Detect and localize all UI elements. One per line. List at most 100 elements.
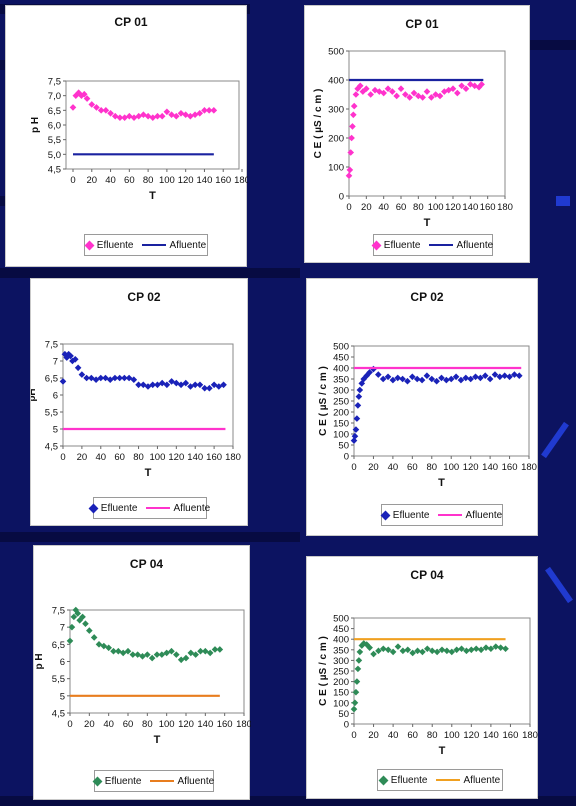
- y-tick-label: 5,5: [52, 674, 65, 685]
- data-point-efluente: [354, 665, 362, 673]
- y-tick-label: 50: [338, 441, 349, 452]
- data-point-efluente: [102, 107, 110, 114]
- x-tick-label: 60: [123, 719, 134, 730]
- data-point-efluente: [355, 393, 363, 400]
- background-accent: [541, 421, 569, 459]
- data-point-efluente: [445, 86, 452, 94]
- y-tick-label: 4,5: [48, 165, 61, 176]
- y-axis-label: C E ( µS / c m ): [318, 636, 329, 706]
- x-tick-label: 120: [168, 452, 184, 463]
- data-point-efluente: [59, 378, 67, 385]
- y-tick-label: 7,0: [48, 91, 61, 102]
- data-point-efluente: [216, 646, 224, 653]
- x-tick-label: 140: [462, 202, 478, 213]
- data-point-efluente: [410, 89, 418, 97]
- x-tick-label: 180: [522, 730, 538, 741]
- data-point-efluente: [477, 646, 485, 654]
- x-tick-label: 160: [480, 202, 496, 213]
- data-point-efluente: [168, 378, 175, 385]
- data-point-efluente: [478, 81, 485, 88]
- x-tick-label: 180: [225, 452, 241, 463]
- x-axis-label: T: [438, 477, 445, 489]
- data-point-efluente: [443, 647, 451, 655]
- data-point-efluente: [477, 374, 484, 382]
- chart-panel-cp01-ph: CP 01 4,5 5,0 5,5 6,0 6,5 7,0 7,5 0 20 40 60 80 100 12…: [5, 5, 248, 267]
- y-tick-label: 200: [328, 134, 344, 145]
- data-point-efluente: [375, 647, 382, 655]
- data-point-efluente: [206, 649, 214, 657]
- x-tick-label: 40: [105, 175, 116, 186]
- diamond-marker-icon: [380, 510, 391, 520]
- x-axis-label: T: [149, 190, 156, 202]
- line-marker-icon: [437, 514, 462, 516]
- data-point-efluente: [491, 371, 499, 378]
- x-tick-label: 160: [215, 175, 231, 186]
- data-point-efluente: [196, 381, 204, 389]
- data-point-efluente: [360, 640, 368, 647]
- chart-title: CP 01: [405, 17, 438, 31]
- background-stripe: [0, 796, 576, 806]
- x-tick-label: 140: [197, 175, 213, 186]
- data-point-efluente: [105, 644, 112, 652]
- y-tick-label: 300: [328, 105, 344, 116]
- data-point-efluente: [86, 627, 93, 634]
- data-point-efluente: [404, 646, 412, 654]
- data-point-efluente: [88, 101, 96, 108]
- data-point-efluente: [97, 374, 105, 382]
- x-tick-label: 40: [388, 462, 399, 473]
- data-point-efluente: [350, 111, 357, 119]
- y-tick-label: 5,5: [45, 408, 58, 419]
- data-point-efluente: [348, 134, 355, 142]
- y-tick-label: 6,5: [52, 640, 65, 651]
- x-tick-label: 20: [368, 730, 379, 741]
- chart-panel-cp02-ce: CP 02 0 50 100 150 200 250 300 350 400 450 500 0 20 40…: [306, 278, 538, 536]
- chart-cp01-ph: CP 01 4,5 5,0 5,5 6,0 6,5 7,0 7,5 0 20 40 60 80 100 12…: [30, 15, 248, 202]
- legend-label: Afluente: [456, 239, 494, 251]
- data-point-efluente: [163, 108, 171, 116]
- x-tick-label: 120: [463, 462, 479, 473]
- y-tick-label: 7: [60, 623, 65, 634]
- x-tick-label: 160: [206, 452, 222, 463]
- data-point-efluente: [443, 376, 450, 384]
- data-point-efluente: [472, 645, 480, 653]
- chart-title: CP 01: [114, 15, 147, 29]
- data-point-efluente: [124, 647, 132, 655]
- x-tick-label: 80: [133, 452, 144, 463]
- data-point-efluente: [467, 375, 474, 383]
- chart-panel-cp01-ce: CP 01 0 100 200 300 400 500 0 20 40 60 80 100 120 140 1…: [304, 5, 530, 263]
- y-tick-label: 350: [333, 645, 349, 656]
- y-axis-label: C E ( µS / c m ): [313, 89, 324, 159]
- x-axis-label: T: [424, 217, 431, 229]
- x-tick-label: 20: [361, 202, 372, 213]
- data-point-efluente: [80, 90, 88, 98]
- data-point-efluente: [501, 372, 508, 379]
- chart-title: CP 04: [410, 568, 443, 582]
- legend: Efluente Afluente: [380, 504, 503, 526]
- data-point-efluente: [107, 109, 114, 117]
- plot-area-frame: [65, 80, 240, 170]
- data-point-efluente: [447, 375, 455, 383]
- x-axis-label: T: [154, 734, 161, 746]
- legend-item-afluente: Afluente: [428, 239, 494, 251]
- data-point-efluente: [419, 648, 426, 656]
- chart-panel-cp02-ph: CP 02 4,5 5 5,5 6 6,5 7 7,5 0 20 40 60 80 100 120 140 16…: [30, 278, 248, 526]
- x-tick-label: 40: [95, 452, 106, 463]
- chart-title: CP 02: [410, 290, 443, 304]
- data-point-efluente: [428, 647, 436, 655]
- y-tick-label: 6,0: [48, 121, 61, 132]
- legend: Efluente Afluente: [92, 770, 214, 792]
- chart-title: CP 04: [130, 557, 163, 571]
- data-point-efluente: [172, 112, 180, 120]
- data-point-efluente: [93, 104, 100, 111]
- chart-panel-cp04-ph: CP 04 4,5 5 5,5 6 6,5 7 7,5 0 20 40 60 80 100 120 140 16…: [33, 545, 251, 800]
- y-axis-label: p H: [30, 117, 41, 133]
- legend-label: Efluente: [104, 775, 142, 787]
- data-point-efluente: [384, 646, 392, 654]
- x-tick-label: 100: [150, 452, 166, 463]
- data-point-efluente: [423, 88, 431, 95]
- data-point-efluente: [351, 699, 359, 707]
- plot-area-frame: [353, 345, 530, 457]
- data-point-efluente: [394, 643, 402, 650]
- x-tick-label: 40: [388, 730, 399, 741]
